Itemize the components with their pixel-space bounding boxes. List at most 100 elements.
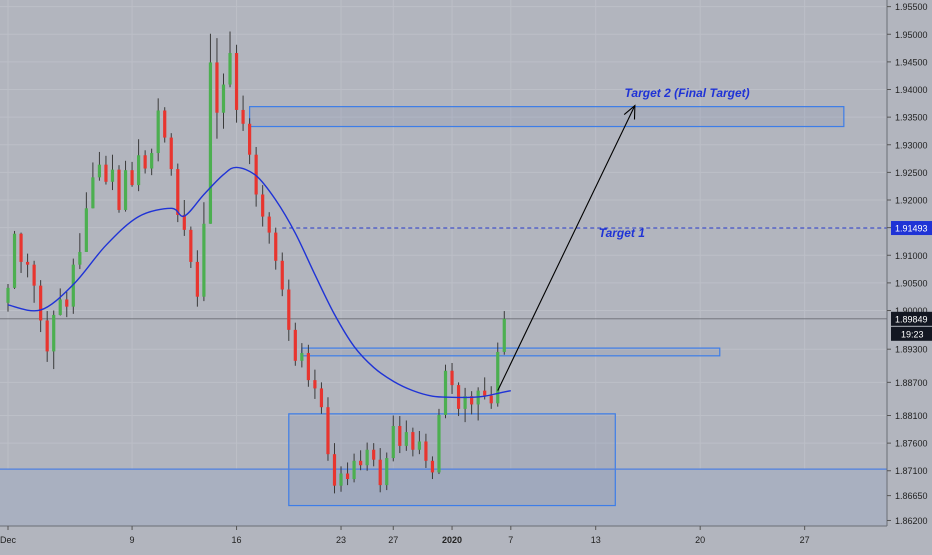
candle-body[interactable] xyxy=(280,260,284,290)
resistance-zone[interactable] xyxy=(301,347,721,357)
candle-body[interactable] xyxy=(97,164,102,178)
price-tick-label: 1.92000 xyxy=(895,196,928,206)
time-tick-label: 2020 xyxy=(442,535,462,545)
candle-body[interactable] xyxy=(71,264,75,307)
candle-body[interactable] xyxy=(104,164,108,182)
price-tick-label: 1.87600 xyxy=(895,439,928,449)
candle-body[interactable] xyxy=(137,155,141,186)
candle-body[interactable] xyxy=(182,214,186,230)
candle-body[interactable] xyxy=(261,194,265,217)
candle-body[interactable] xyxy=(169,137,173,170)
candle-body[interactable] xyxy=(110,169,115,182)
candle-body[interactable] xyxy=(411,432,415,450)
candle-body[interactable] xyxy=(293,329,297,361)
candle-body[interactable] xyxy=(267,216,271,233)
candle-body[interactable] xyxy=(332,454,337,486)
candle-body[interactable] xyxy=(19,233,23,262)
candle-body[interactable] xyxy=(313,380,317,389)
candle-body[interactable] xyxy=(189,229,193,262)
candle-body[interactable] xyxy=(58,299,62,315)
candle-body[interactable] xyxy=(12,233,17,288)
candle-body[interactable] xyxy=(195,261,199,297)
candle-body[interactable] xyxy=(430,460,435,473)
price-tick-label: 1.90500 xyxy=(895,278,928,288)
candle-body[interactable] xyxy=(150,153,154,169)
candle-body[interactable] xyxy=(502,318,506,352)
annotations: Target 2 (Final Target) Target 1 xyxy=(497,86,750,391)
candle-body[interactable] xyxy=(306,353,310,381)
candle-body[interactable] xyxy=(300,353,304,361)
candle-body[interactable] xyxy=(143,155,147,169)
candle-body[interactable] xyxy=(496,351,500,404)
candle-body[interactable] xyxy=(352,460,356,480)
candle-body[interactable] xyxy=(163,110,167,138)
candle-body[interactable] xyxy=(398,425,402,446)
price-tick-label: 1.95000 xyxy=(895,30,928,40)
candle-body[interactable] xyxy=(489,395,493,404)
candle-body[interactable] xyxy=(123,170,128,210)
countdown-tag xyxy=(891,326,932,341)
candle-body[interactable] xyxy=(417,441,421,450)
consolidation-zone[interactable] xyxy=(288,413,616,507)
candle-body[interactable] xyxy=(483,390,487,396)
candle-body[interactable] xyxy=(25,261,30,265)
candle-body[interactable] xyxy=(130,170,134,186)
candle-body[interactable] xyxy=(241,109,245,124)
moving-average-line[interactable] xyxy=(7,166,511,399)
candle-body[interactable] xyxy=(117,169,121,210)
candle-body[interactable] xyxy=(274,232,278,261)
candle-body[interactable] xyxy=(221,84,226,113)
candle-body[interactable] xyxy=(365,449,369,466)
candle-body[interactable] xyxy=(319,388,324,408)
candle-body[interactable] xyxy=(287,289,291,330)
candle-body[interactable] xyxy=(39,285,43,321)
candle-body[interactable] xyxy=(372,449,376,460)
candle-body[interactable] xyxy=(78,251,82,265)
candle-body[interactable] xyxy=(391,425,395,459)
candle-body[interactable] xyxy=(84,208,88,252)
candle-body[interactable] xyxy=(450,370,454,386)
candle-body[interactable] xyxy=(156,110,160,154)
candle-body[interactable] xyxy=(215,62,219,113)
price-tick-label: 1.95500 xyxy=(895,2,928,12)
candle-body[interactable] xyxy=(176,169,180,215)
time-tick-label: 27 xyxy=(388,535,398,545)
candle-body[interactable] xyxy=(6,287,10,303)
target2-zone[interactable] xyxy=(249,106,845,128)
candle-body[interactable] xyxy=(52,314,56,352)
candle-body[interactable] xyxy=(339,473,343,486)
price-tick-label: 1.86650 xyxy=(895,491,928,501)
candle-body[interactable] xyxy=(228,53,232,85)
candle-body[interactable] xyxy=(385,458,389,486)
projection-arrow-line[interactable] xyxy=(497,105,636,391)
candle-body[interactable] xyxy=(404,432,408,446)
candle-body[interactable] xyxy=(463,396,467,409)
candle-body[interactable] xyxy=(208,62,213,224)
candle-body[interactable] xyxy=(91,177,95,209)
candle-body[interactable] xyxy=(248,123,252,155)
candle-body[interactable] xyxy=(326,407,330,455)
candle-body[interactable] xyxy=(234,53,239,110)
candle-body[interactable] xyxy=(424,441,428,461)
target1-price-label: 1.91493 xyxy=(895,224,928,234)
candle-body[interactable] xyxy=(359,460,363,466)
target1-label: Target 1 xyxy=(599,226,646,240)
price-tick-label: 1.88100 xyxy=(895,411,928,421)
candle-body[interactable] xyxy=(202,223,206,297)
candle-body[interactable] xyxy=(378,459,382,486)
candle-body[interactable] xyxy=(65,299,69,307)
current-price-label: 1.89849 xyxy=(895,314,928,324)
candle-body[interactable] xyxy=(470,396,474,405)
candle-body[interactable] xyxy=(437,414,441,473)
candle-body[interactable] xyxy=(254,154,258,195)
time-axis-background xyxy=(0,526,932,550)
candle-body[interactable] xyxy=(45,320,49,352)
candle-body[interactable] xyxy=(443,370,448,415)
price-axis-background xyxy=(887,0,932,550)
price-tick-label: 1.89300 xyxy=(895,345,928,355)
candle-body[interactable] xyxy=(32,264,36,286)
candle-body[interactable] xyxy=(345,473,350,480)
